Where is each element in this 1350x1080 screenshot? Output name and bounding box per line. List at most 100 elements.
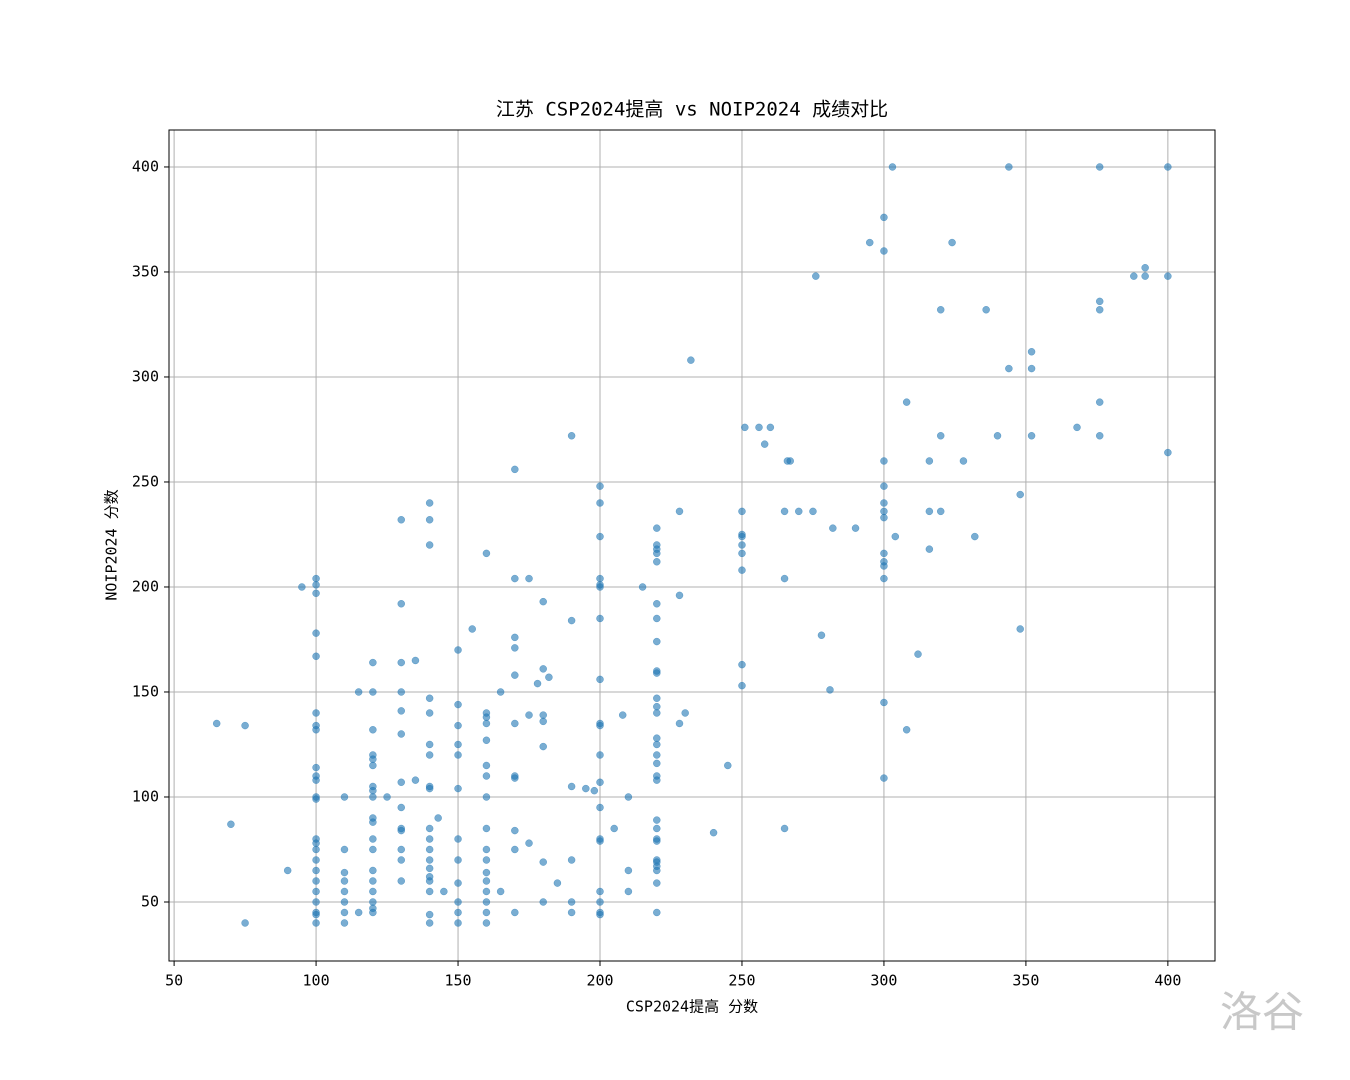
point [738,660,746,669]
point [411,776,420,784]
point [525,574,533,583]
point [539,665,547,673]
point [425,845,434,854]
point [596,837,604,845]
point [369,887,377,896]
point [454,740,462,749]
point [354,688,363,696]
point [511,826,519,835]
point [851,524,860,532]
point [482,887,491,896]
point [738,549,746,558]
point [425,709,434,717]
point [340,877,349,885]
x-tick-label: 200 [586,972,613,990]
point [596,778,604,787]
point [312,845,320,854]
point [880,574,888,583]
x-tick-label: 400 [1154,972,1181,990]
point [1095,432,1104,440]
point [454,879,462,887]
point [596,614,604,623]
point [948,238,956,247]
point [539,717,547,726]
point [482,713,491,721]
point [454,721,462,730]
y-tick-label: 300 [132,367,159,385]
point [653,669,661,677]
point [212,719,221,728]
point [511,465,519,474]
point [425,887,434,896]
point [482,877,491,885]
point [397,707,406,715]
watermark: 洛谷 [1220,988,1304,1037]
point [511,574,519,583]
point [454,856,462,864]
point [618,711,627,719]
point [780,824,789,833]
point [539,858,547,866]
point [454,784,462,793]
point [567,898,576,906]
point [312,866,320,875]
point [653,702,661,711]
point [482,845,491,854]
point [567,616,576,625]
point [596,751,604,759]
point [425,824,434,833]
point [1095,163,1104,171]
point [812,272,820,280]
point [312,919,320,927]
point [596,803,604,812]
point [902,398,911,406]
point [880,499,888,507]
point [511,845,519,854]
point [760,440,769,448]
point [596,721,604,730]
point [482,868,491,877]
point [369,786,377,795]
point [397,845,406,854]
point [440,887,448,896]
point [539,597,547,606]
point [369,866,377,875]
point [425,740,434,749]
point [312,726,320,734]
point [468,625,476,633]
plot-frame [168,129,1216,962]
point [369,761,377,770]
point [383,793,391,801]
point [925,507,934,516]
point [425,856,434,864]
point [888,163,897,171]
y-tick-label: 100 [132,787,159,805]
point [340,908,349,917]
point [738,532,746,541]
point [482,736,491,745]
point [1164,163,1172,171]
point [567,432,576,440]
point [425,919,434,927]
point [425,910,434,919]
point [397,826,406,835]
point [755,423,763,432]
point [283,866,292,875]
point [425,784,434,793]
point [496,887,505,896]
point [340,845,349,854]
point [596,910,604,919]
point [795,507,803,516]
point [936,306,945,314]
point [369,688,377,696]
point [738,541,746,549]
point [653,524,661,532]
point [687,356,695,364]
point [482,898,491,906]
chart-title: 江苏 CSP2024提高 vs NOIP2024 成绩对比 [496,99,888,121]
point [993,432,1002,440]
point [829,524,837,532]
point [482,761,491,770]
